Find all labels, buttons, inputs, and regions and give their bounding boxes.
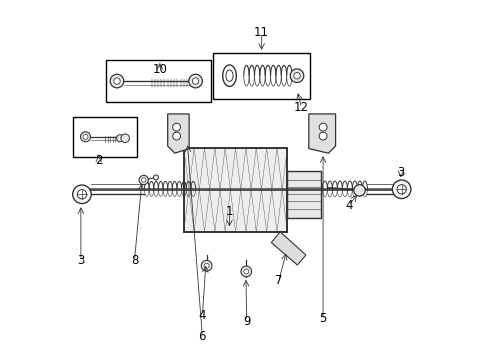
Circle shape [114,78,120,84]
Circle shape [290,69,303,82]
Circle shape [319,123,326,131]
Polygon shape [308,114,335,153]
Text: 3: 3 [77,254,84,267]
Circle shape [83,134,88,139]
Circle shape [319,132,326,140]
Circle shape [353,185,365,196]
Polygon shape [167,114,189,153]
Circle shape [139,175,148,185]
Bar [287,171,321,217]
Circle shape [172,132,180,140]
Text: 7: 7 [274,274,282,287]
Circle shape [142,178,145,182]
Text: 4: 4 [198,309,205,322]
Text: 12: 12 [294,102,308,114]
Circle shape [192,78,198,84]
Circle shape [201,260,212,271]
Circle shape [203,263,209,268]
Circle shape [116,135,123,142]
Circle shape [188,74,202,88]
Circle shape [121,134,129,143]
Text: 6: 6 [198,330,205,343]
Text: 3: 3 [396,166,404,179]
Text: 2: 2 [95,154,102,167]
Circle shape [81,132,90,142]
Circle shape [244,269,248,274]
Circle shape [153,175,158,180]
Text: 8: 8 [130,254,138,267]
Text: 11: 11 [254,26,268,39]
Text: 1: 1 [225,204,233,217]
Text: 9: 9 [243,315,250,328]
Text: 10: 10 [152,63,167,76]
Circle shape [241,266,251,277]
Circle shape [110,74,123,88]
Circle shape [172,123,180,131]
Circle shape [77,190,86,199]
Text: 4: 4 [345,198,352,212]
Bar [106,60,211,102]
Polygon shape [271,232,305,265]
Bar [213,53,309,99]
Circle shape [293,72,300,79]
Circle shape [391,180,410,199]
Bar [183,148,287,232]
Bar [73,117,136,157]
Circle shape [396,185,406,194]
Circle shape [73,185,91,203]
Text: 5: 5 [319,312,326,325]
